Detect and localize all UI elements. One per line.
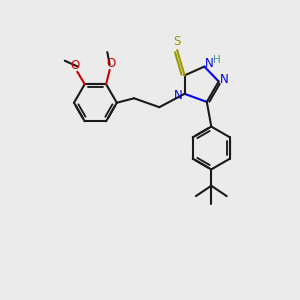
- Text: O: O: [106, 57, 116, 70]
- Text: N: N: [174, 89, 182, 102]
- Text: N: N: [205, 57, 214, 70]
- Text: O: O: [70, 59, 80, 72]
- Text: H: H: [213, 55, 221, 65]
- Text: S: S: [173, 35, 181, 48]
- Text: N: N: [220, 74, 229, 86]
